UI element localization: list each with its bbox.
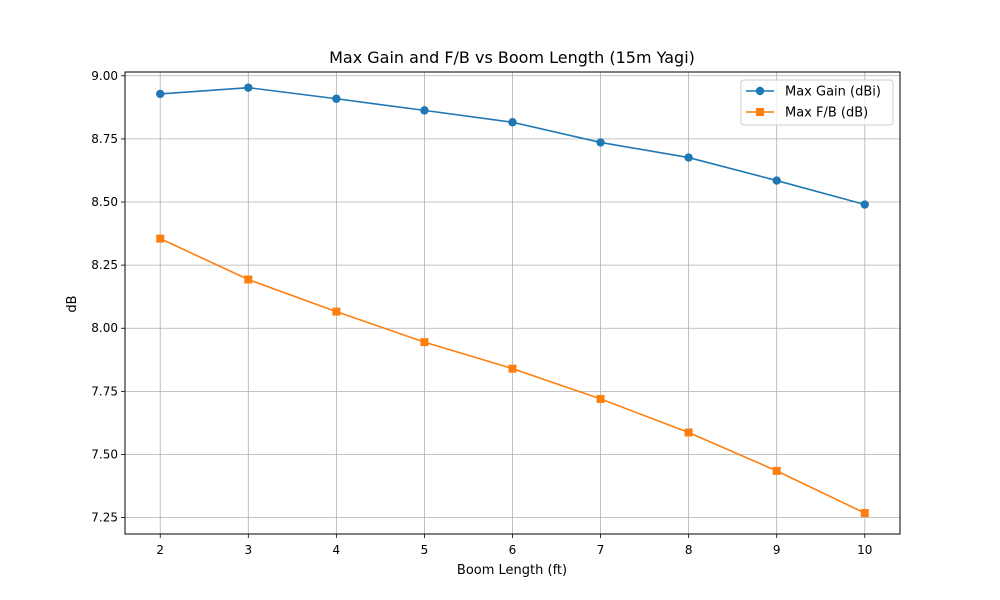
- x-tick-label: 8: [685, 543, 693, 557]
- data-point: [508, 118, 517, 127]
- data-point: [596, 138, 605, 147]
- data-point: [684, 428, 693, 437]
- series-max-gain: [156, 83, 869, 209]
- y-tick-label: 7.50: [91, 447, 118, 461]
- grid: [125, 72, 900, 534]
- data-point: [244, 275, 253, 284]
- legend-item: Max F/B (dB): [746, 106, 868, 121]
- data-point: [420, 106, 429, 115]
- data-point: [860, 509, 869, 518]
- data-series: [156, 83, 869, 518]
- y-tick-label: 7.25: [91, 511, 118, 525]
- data-point: [156, 89, 165, 99]
- data-point: [596, 394, 605, 403]
- x-tick-label: 2: [156, 543, 164, 557]
- chart-title: Max Gain and F/B vs Boom Length (15m Yag…: [329, 48, 695, 67]
- x-tick-label: 4: [333, 543, 341, 557]
- series-max-fb: [156, 234, 869, 518]
- data-point: [332, 94, 341, 103]
- data-point: [860, 200, 869, 209]
- data-point: [244, 83, 253, 92]
- y-tick-label: 9.00: [91, 69, 118, 83]
- y-tick-label: 8.75: [91, 132, 118, 146]
- data-point: [156, 234, 165, 243]
- y-axis-ticks: 7.25 7.50 7.75 8.00 8.25 8.50 8.75 9.00: [91, 69, 125, 525]
- legend-marker: [755, 86, 765, 96]
- legend-box: [740, 79, 894, 126]
- data-point: [332, 307, 341, 316]
- data-point: [772, 466, 781, 475]
- legend-item: Max Gain (dBi): [746, 85, 881, 100]
- legend-label: Max Gain (dBi): [785, 85, 881, 100]
- y-tick-label: 7.75: [91, 384, 118, 398]
- legend-label: Max F/B (dB): [785, 106, 868, 121]
- data-point: [772, 176, 781, 185]
- data-point: [508, 364, 517, 373]
- y-tick-label: 8.25: [91, 258, 118, 272]
- x-axis-ticks: 2 3 4 5 6 7 8 9 10: [156, 534, 872, 557]
- data-point: [684, 153, 693, 162]
- y-axis-label: dB: [65, 295, 80, 312]
- x-tick-label: 9: [773, 543, 781, 557]
- x-tick-label: 5: [421, 543, 429, 557]
- x-tick-label: 3: [244, 543, 252, 557]
- x-tick-label: 6: [509, 543, 517, 557]
- x-tick-label: 7: [597, 543, 605, 557]
- legend: Max Gain (dBi) Max F/B (dB): [740, 79, 894, 126]
- y-tick-label: 8.50: [91, 195, 118, 209]
- x-axis-label: Boom Length (ft): [457, 563, 567, 578]
- legend-marker: [756, 108, 764, 116]
- y-tick-label: 8.00: [91, 321, 118, 335]
- data-point: [420, 338, 429, 347]
- x-tick-label: 10: [857, 543, 872, 557]
